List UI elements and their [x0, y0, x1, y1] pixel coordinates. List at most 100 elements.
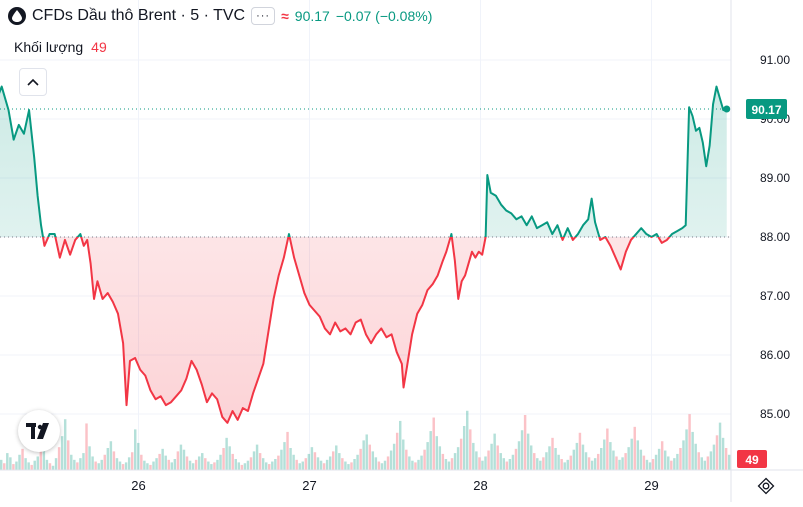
collapse-legend-button[interactable]	[19, 68, 47, 96]
volume-bar	[79, 458, 82, 470]
volume-bar	[402, 439, 405, 470]
volume-bar	[115, 458, 119, 470]
volume-bar	[648, 462, 652, 470]
volume-bar	[185, 456, 189, 470]
volume-bar	[103, 454, 107, 470]
volume-bar	[194, 459, 198, 470]
volume-bar	[508, 459, 512, 470]
volume-bar	[274, 459, 277, 470]
volume-bar	[283, 442, 286, 470]
volume-bar	[158, 453, 161, 470]
volume-bar	[67, 440, 70, 470]
price-label-box	[746, 98, 787, 119]
volume-bar	[36, 456, 39, 470]
volume-bar	[481, 460, 484, 470]
volume-bar	[94, 461, 97, 470]
volume-bar	[134, 429, 137, 470]
volume-bar	[155, 458, 158, 470]
volume-bar	[319, 460, 323, 470]
volume-label-box	[737, 450, 767, 468]
y-tick-label: 89.00	[760, 171, 790, 185]
volume-bar	[438, 446, 442, 470]
volume-bar	[399, 420, 402, 470]
volume-bar	[627, 447, 630, 470]
volume-bar	[21, 448, 24, 470]
volume-bar	[426, 442, 429, 470]
volume-bar	[548, 446, 551, 470]
volume-bar	[587, 457, 591, 470]
settings-button[interactable]	[756, 476, 776, 496]
volume-bar	[529, 445, 533, 470]
volume-bar	[386, 456, 390, 470]
volume-bar	[502, 458, 506, 470]
volume-bar	[255, 444, 259, 470]
volume-bar	[127, 457, 131, 470]
volume-bar	[526, 433, 530, 470]
volume-bar	[322, 463, 326, 470]
volume-bar	[335, 445, 338, 470]
more-options-button[interactable]: ···	[251, 7, 276, 25]
y-tick-label: 87.00	[760, 289, 790, 303]
volume-bar	[51, 465, 55, 470]
volume-bar	[542, 457, 545, 470]
volume-bar	[380, 463, 384, 470]
volume-bar	[216, 459, 219, 470]
volume-bar	[341, 458, 344, 470]
last-point-marker	[723, 105, 731, 113]
volume-bar	[201, 453, 204, 470]
volume-bar	[551, 437, 554, 470]
volume-bar	[179, 444, 183, 470]
volume-bar	[353, 459, 356, 470]
volume-bar	[344, 461, 347, 470]
volume-bar	[109, 441, 113, 470]
chevron-up-icon	[27, 78, 39, 86]
grid	[0, 0, 731, 470]
volume-bar	[411, 460, 414, 470]
volume-bar	[137, 442, 140, 470]
volume-bar	[609, 442, 612, 470]
volume-bar	[106, 448, 110, 470]
volume-bar	[654, 454, 658, 470]
volume-bar	[313, 452, 317, 470]
volume-bar	[603, 439, 606, 470]
volume-bar	[82, 453, 85, 470]
volume-bar	[231, 453, 234, 470]
volume-bar	[140, 454, 143, 470]
volume-bar	[252, 451, 256, 470]
volume-bar	[478, 457, 481, 470]
volume-bar	[420, 455, 423, 470]
volume-bar	[566, 459, 569, 470]
tradingview-logo-icon[interactable]	[18, 410, 60, 452]
volume-bar	[663, 450, 667, 470]
volume-bar	[325, 459, 329, 470]
volume-label[interactable]: Khối lượng	[14, 39, 84, 55]
volume-bar	[596, 453, 600, 470]
volume-bar	[441, 453, 445, 470]
volume-bar	[88, 446, 91, 470]
volume-bar	[249, 457, 253, 470]
volume-bar	[73, 459, 76, 470]
volume-bar	[612, 450, 615, 470]
volume-bar	[368, 444, 371, 470]
volume-bar	[371, 451, 375, 470]
drop-icon[interactable]	[8, 7, 26, 25]
volume-bar	[383, 460, 387, 470]
volume-bar	[228, 446, 231, 470]
volume-bar	[469, 429, 472, 470]
volume-bar	[456, 447, 460, 470]
price-line	[0, 85, 731, 424]
symbol-title[interactable]: CFDs Dầu thô Brent · 5 · TVC	[32, 7, 246, 24]
volume-bar	[57, 447, 61, 470]
price-label: 90.17	[751, 103, 781, 117]
volume-legend: Khối lượng 49	[14, 39, 107, 55]
volume-bar	[417, 459, 420, 470]
volume-bar	[645, 459, 649, 470]
volume-bar	[152, 461, 155, 470]
volume-bar	[328, 456, 332, 470]
volume-bar	[517, 441, 521, 470]
volume-bar	[642, 455, 646, 470]
volume-axis-label: 49	[745, 453, 759, 467]
